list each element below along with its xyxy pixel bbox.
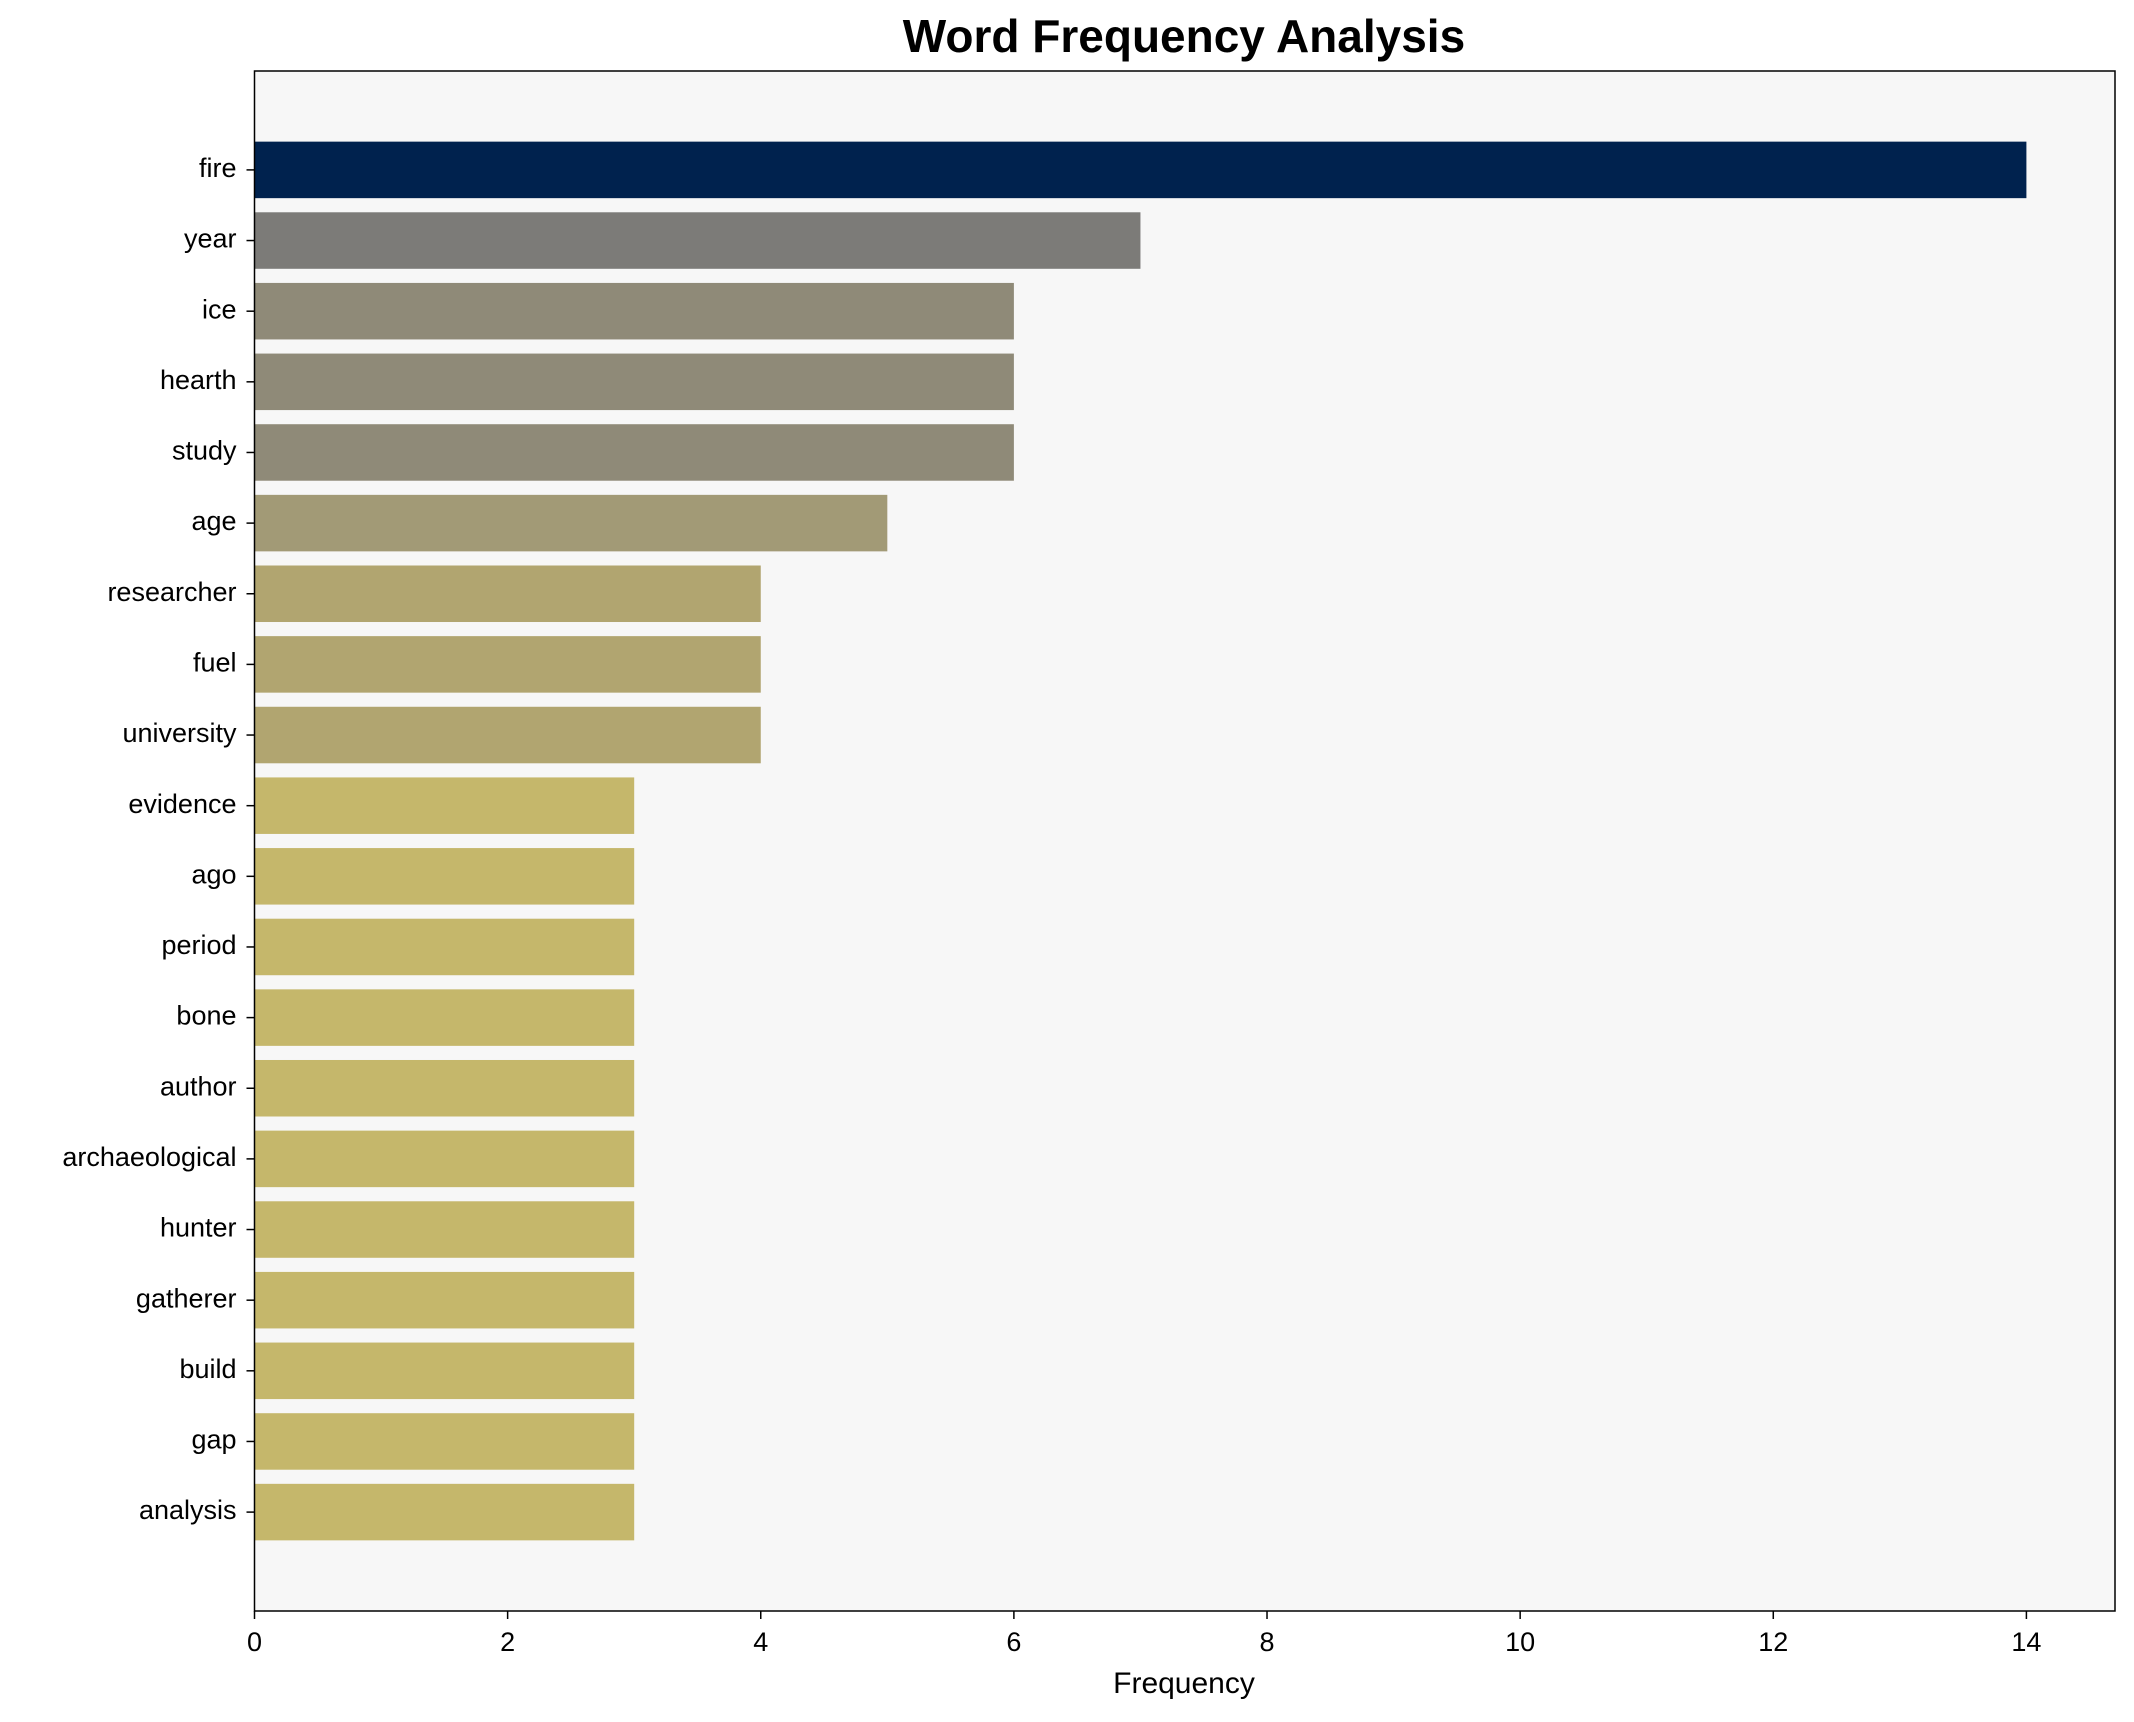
x-tick-label: 10 [1505,1627,1535,1657]
y-tick-label: study [172,436,237,466]
y-tick-label: build [179,1354,236,1384]
y-tick-label: ice [202,294,237,324]
bar [254,494,888,552]
y-tick-label: analysis [139,1495,237,1525]
y-tick-label: archaeological [62,1142,236,1172]
x-axis-label: Frequency [1113,1667,1255,1700]
plot-frame [253,70,2116,1612]
bar [254,353,1014,411]
bar [254,918,635,976]
y-tick-label: fire [199,153,237,183]
bar [254,212,1141,269]
y-tick-label: evidence [128,789,236,819]
y-tick-label: bone [176,1001,236,1031]
y-tick-label: ago [191,859,236,889]
y-tick-label: fuel [193,648,237,678]
bar [254,1271,635,1329]
y-tick-label: university [122,718,237,748]
bar [254,1059,635,1117]
y-tick-label: gatherer [136,1283,237,1313]
bar [254,1483,635,1541]
bar [254,1201,635,1258]
x-tick-label: 0 [247,1627,262,1657]
bar [254,1342,635,1400]
bar [254,424,1014,481]
y-tick-label: period [161,930,236,960]
bar [254,989,635,1046]
y-tick-label: year [184,224,237,254]
y-tick-label: author [160,1071,237,1101]
bar [254,1413,635,1470]
x-tick-label: 8 [1260,1627,1275,1657]
y-tick-label: gap [191,1425,236,1455]
y-tick-label: age [191,506,236,536]
x-tick-label: 6 [1006,1627,1021,1657]
bar [254,141,2027,199]
x-tick-label: 4 [753,1627,768,1657]
bar [254,1130,635,1188]
bar [254,565,761,623]
x-tick-label: 12 [1758,1627,1788,1657]
x-tick-label: 14 [2011,1627,2041,1657]
x-tick-label: 2 [500,1627,515,1657]
bar [254,706,761,764]
bar [254,777,635,834]
y-tick-label: researcher [107,577,236,607]
bar [254,636,761,693]
bar [254,848,635,905]
y-tick-label: hearth [160,365,237,395]
y-tick-label: hunter [160,1213,237,1243]
chart-title: Word Frequency Analysis [903,10,1465,62]
bar [254,282,1014,340]
